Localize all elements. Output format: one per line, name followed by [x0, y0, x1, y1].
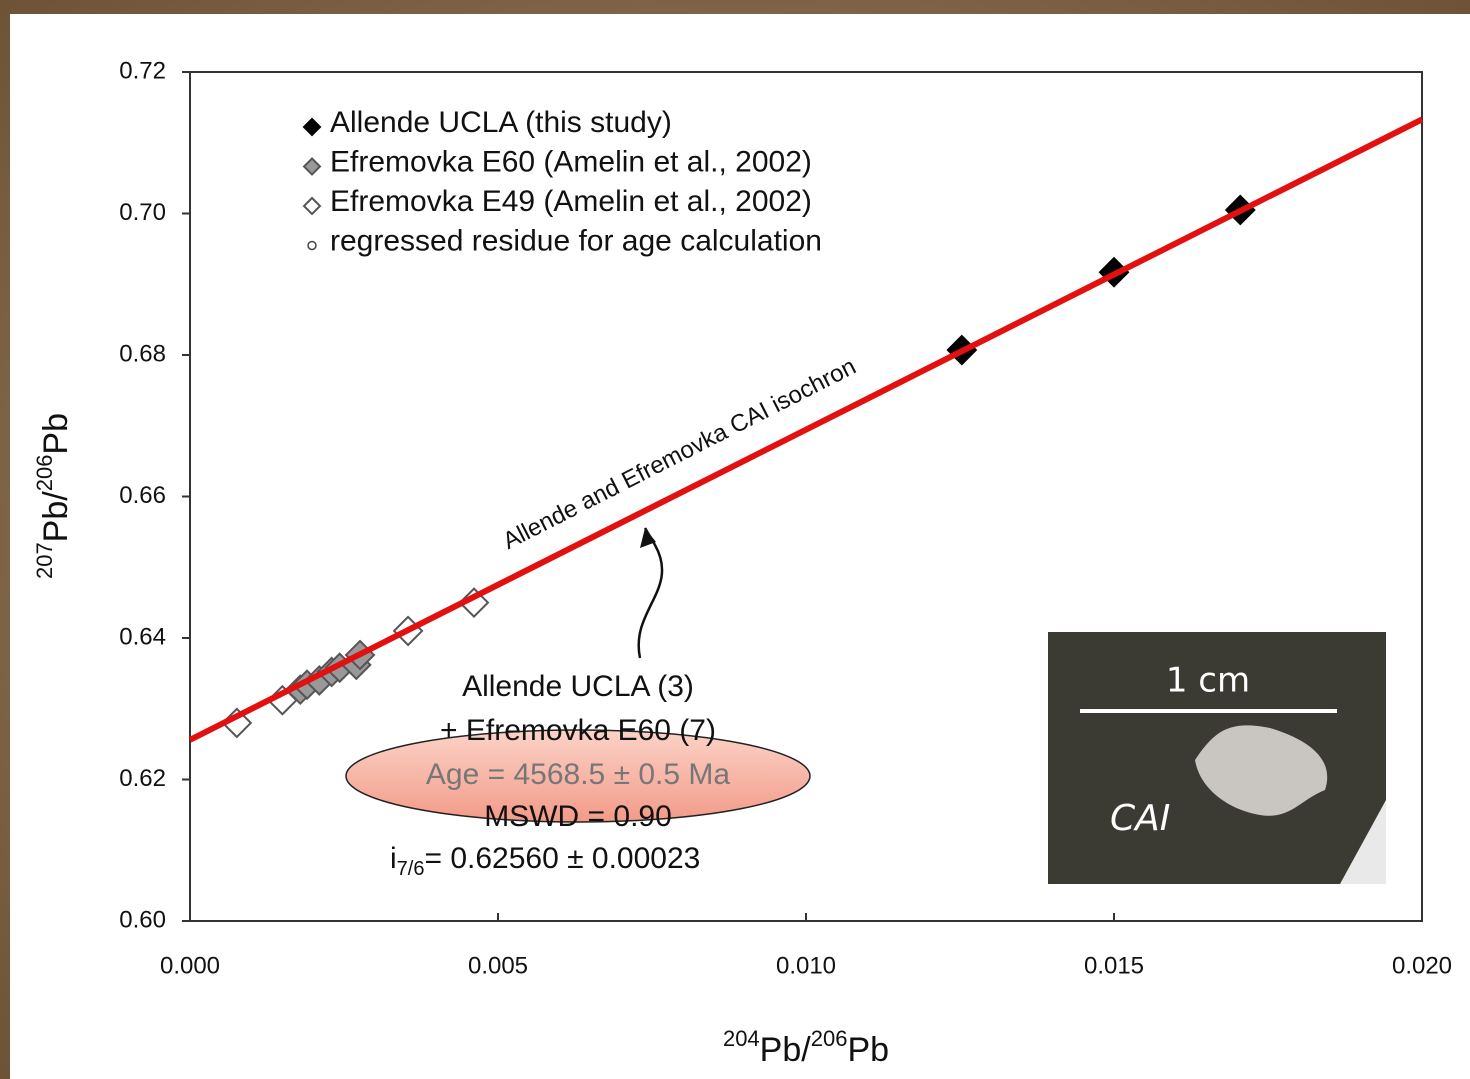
x-tick-label: 0.020	[1392, 952, 1452, 979]
x-tick-label: 0.010	[776, 952, 836, 979]
scale-label: 1 cm	[1166, 661, 1250, 701]
legend-label: Efremovka E49 (Amelin et al., 2002)	[330, 185, 812, 218]
x-label-text: Pb/	[760, 1031, 812, 1069]
cai-label: CAI	[1110, 798, 1170, 839]
intercept-symbol: i	[390, 842, 397, 875]
result-intercept: i7/6= 0.62560 ± 0.00023	[390, 842, 700, 880]
result-line: Allende UCLA (3)	[462, 670, 694, 703]
intercept-sub: 7/6	[397, 858, 425, 880]
legend-label: regressed residue for age calculation	[330, 224, 822, 257]
chart: 1 cm CAI Allende and Efremovka CAI isoch…	[0, 0, 1470, 1079]
legend-label: Allende UCLA (this study)	[330, 106, 672, 139]
inset: 1 cm CAI	[1048, 632, 1386, 884]
x-tick-label: 0.015	[1084, 952, 1144, 979]
y-tick-label: 0.64	[119, 623, 166, 650]
x-tick-label: 0.005	[468, 952, 528, 979]
result-line: + Efremovka E60 (7)	[440, 714, 716, 747]
y-tick-label: 0.72	[119, 57, 166, 84]
y-label-text: Pb	[37, 413, 75, 455]
page: 1 cm CAI Allende and Efremovka CAI isoch…	[0, 0, 1470, 1079]
x-label-sup: 204	[723, 1026, 760, 1051]
intercept-text: = 0.62560 ± 0.00023	[424, 842, 700, 875]
y-label-text: Pb/	[37, 491, 75, 543]
legend-marker	[308, 242, 316, 250]
y-tick-label: 0.70	[119, 199, 166, 226]
y-label-sup: 207	[32, 542, 57, 579]
y-label-sup: 206	[32, 455, 57, 492]
x-label-text: Pb	[847, 1031, 889, 1069]
y-tick-label: 0.62	[119, 765, 166, 792]
y-tick-label: 0.68	[119, 340, 166, 367]
x-label-sup: 206	[811, 1026, 848, 1051]
result-age: Age = 4568.5 ± 0.5 Ma	[426, 758, 730, 791]
legend-label: Efremovka E60 (Amelin et al., 2002)	[330, 145, 812, 178]
result-mswd: MSWD = 0.90	[484, 800, 672, 833]
y-tick-label: 0.60	[119, 906, 166, 933]
x-tick-label: 0.000	[160, 952, 220, 979]
y-tick-label: 0.66	[119, 482, 166, 509]
